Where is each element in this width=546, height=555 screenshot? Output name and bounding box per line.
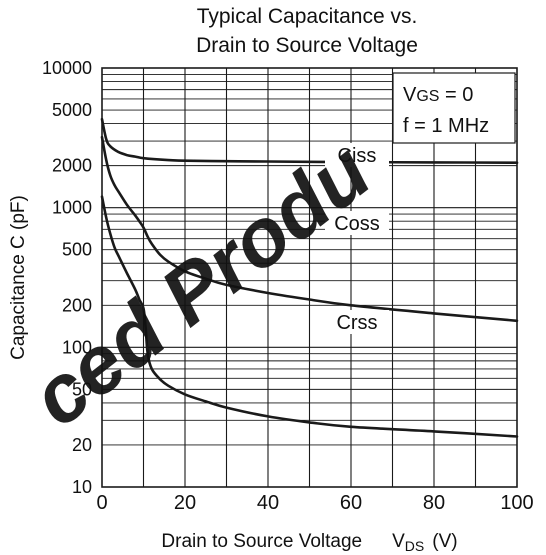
- y-tick-label: 10: [72, 477, 92, 497]
- series-line-crss: [100, 195, 519, 438]
- series-label-coss: Coss: [334, 213, 380, 235]
- y-tick-label: 2000: [52, 156, 92, 176]
- y-tick-label: 20: [72, 435, 92, 455]
- series-line-coss: [100, 135, 519, 323]
- series-label-ciss: Ciss: [338, 145, 377, 167]
- x-tick-label: 80: [423, 492, 445, 514]
- x-tick-label: 0: [96, 492, 107, 514]
- y-tick-label: 1000: [52, 198, 92, 218]
- series-label-crss: Crss: [336, 312, 377, 334]
- y-tick-label: 100: [62, 337, 92, 357]
- chart-title-line-1: Typical Capacitance vs.: [197, 5, 418, 28]
- y-tick-label: 10000: [42, 58, 92, 78]
- y-tick-label: 50: [72, 379, 92, 399]
- legend-entry: VGS = 0: [403, 84, 473, 106]
- y-tick-label: 200: [62, 295, 92, 315]
- x-tick-label: 60: [340, 492, 362, 514]
- legend-entry: f = 1 MHz: [403, 115, 489, 137]
- axis-ticks: 10 20 50 100 200 500 1000 2000 5000 10000 0 20 40 60 8…: [42, 58, 534, 514]
- chart-title-line-2: Drain to Source Voltage: [196, 34, 418, 57]
- plot-frame: [101, 67, 518, 488]
- labels: Typical Capacitance vs. Drain to Source …: [196, 5, 418, 334]
- x-tick-label: 20: [174, 492, 196, 514]
- y-tick-label: 5000: [52, 100, 92, 120]
- series-label-bg: [325, 310, 389, 334]
- series-label-bg: [325, 211, 389, 235]
- x-tick-label: 40: [257, 492, 279, 514]
- x-axis-title: Drain to Source Voltage VDS (V): [161, 531, 457, 554]
- y-tick-label: 500: [62, 240, 92, 260]
- axis-titles: Drain to Source Voltage VDS (V) Capacitance…: [8, 195, 458, 554]
- legend: VGS = 0 f = 1 MHz: [392, 72, 516, 144]
- y-axis-title: Capacitance C (pF): [8, 195, 29, 360]
- legend-box: [392, 72, 516, 144]
- x-tick-label: 100: [500, 492, 533, 514]
- series-label-bg: [325, 143, 389, 167]
